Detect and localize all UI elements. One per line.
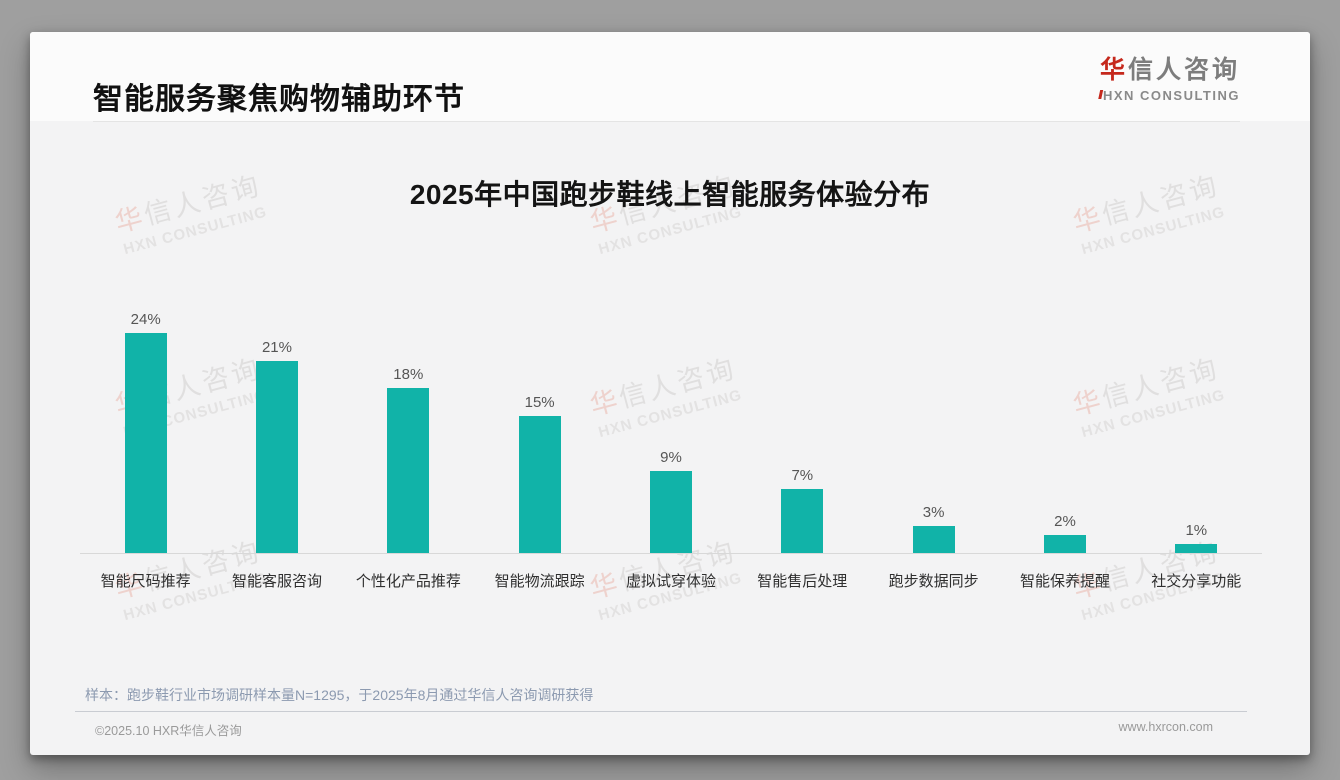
bar [255,361,298,553]
category-axis: 智能尺码推荐 智能客服咨询 个性化产品推荐 智能物流跟踪 虚拟试穿体验 智能售后处理 跑步数… [80,570,1262,591]
category-label: 智能物流跟踪 [494,573,585,590]
plot-area: 24% 21% 18% 15% 9% 7% 3% 2% 1% [80,311,1262,554]
category-label: 个性化产品推荐 [355,573,461,590]
logo-cn-rest: 信人咨询 [1127,56,1240,84]
chart-title: 2025年中国跑步鞋线上智能服务体验分布 [409,179,931,210]
bar [518,416,561,553]
bar-group: 15% [474,394,605,553]
bar-group: 21% [211,339,342,553]
bar-value-label: 18% [393,366,424,383]
report-footer: ©2025.10 HXR华信人咨询 www.hxrcon.com [30,720,1310,739]
bar [781,489,824,553]
bar [1175,544,1218,553]
page-title: 智能服务聚焦购物辅助环节 [93,83,465,116]
logo-accent-char: 华 [1099,56,1128,84]
bar [124,333,167,553]
bar-group: 18% [343,366,474,553]
bar-group: 2% [999,513,1130,553]
bar-value-label: 9% [660,449,682,466]
website-url: www.hxrcon.com [1118,720,1213,734]
category-label: 社交分享功能 [1151,573,1242,590]
category-label: 智能保养提醒 [1019,573,1110,590]
bar [1043,535,1086,553]
copyright-text: ©2025.10 HXR华信人咨询 [95,724,242,738]
logo-chinese-text: 华信人咨询 [1099,58,1240,83]
bar-value-label: 3% [922,504,945,521]
bar-group: 24% [80,311,211,553]
bar-value-label: 1% [1185,522,1208,539]
category-label: 智能客服咨询 [231,573,322,590]
bar-group: 1% [1131,522,1262,553]
bar [912,526,955,553]
report-card: 智能服务聚焦购物辅助环节 华信人咨询 HXN CONSULTING 华信人咨询 H… [30,32,1310,755]
category-label: 智能尺码推荐 [100,573,191,590]
bar-value-label: 7% [791,467,814,484]
bar-group: 7% [737,467,868,553]
footer-divider [75,711,1247,712]
category-label: 虚拟试穿体验 [625,573,716,590]
logo-english-text: HXN CONSULTING [1098,88,1240,103]
bar-value-label: 21% [261,339,292,356]
bar [387,388,430,553]
report-header: 智能服务聚焦购物辅助环节 华信人咨询 HXN CONSULTING [30,32,1310,121]
bar-group: 3% [868,504,999,553]
bar-value-label: 24% [130,311,161,328]
category-label: 智能售后处理 [757,573,848,590]
bar-value-label: 2% [1054,513,1076,530]
logo-en-label: HXN CONSULTING [1102,88,1240,103]
bar-value-label: 15% [524,394,555,411]
bar-group: 9% [605,449,736,553]
bar [649,471,692,553]
company-logo: 华信人咨询 HXN CONSULTING [1098,58,1240,103]
category-label: 跑步数据同步 [888,573,979,590]
header-divider [93,121,1240,122]
sample-note: 样本：跑步鞋行业市场调研样本量N=1295，于2025年8月通过华信人咨询调研获… [85,687,594,703]
